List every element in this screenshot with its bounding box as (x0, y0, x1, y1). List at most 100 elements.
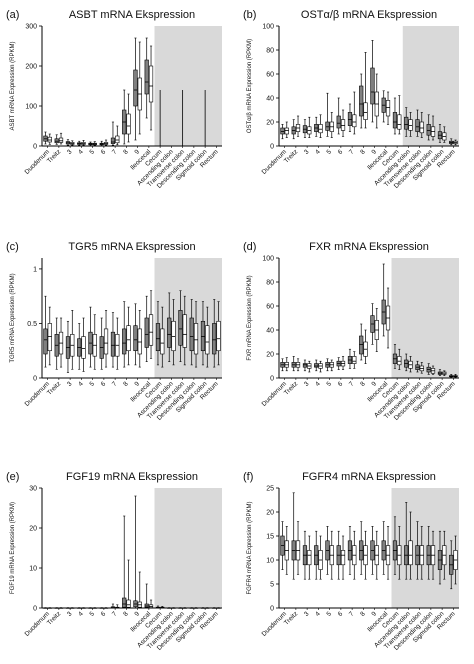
y-tick-label: 15 (266, 534, 274, 541)
box (314, 363, 319, 368)
box (359, 85, 364, 117)
box (352, 114, 357, 128)
panel-c: (c) TGR5 mRNA Ekspression TGR5 mRNA Expres… (6, 241, 222, 422)
x-tick-label: 3 (66, 148, 74, 156)
x-tick-label: 7 (111, 380, 119, 388)
box (392, 112, 398, 129)
panel-label: (c) (6, 241, 19, 253)
y-axis-label: FGFR4 mRNA Expression (RPKM) (247, 501, 253, 594)
x-tick-label: 8 (122, 610, 130, 618)
y-tick-label: 10 (266, 558, 274, 565)
box (363, 102, 368, 120)
x-tick-label: 3 (303, 148, 311, 156)
y-tick-label: 10 (29, 566, 37, 573)
y-tick-label: 0 (33, 144, 37, 151)
x-tick-label: Duodenum (24, 610, 51, 637)
box (126, 325, 131, 352)
box (155, 323, 161, 352)
panel-d: (d) FXR mRNA Ekspression FXR mRNA Expressi… (243, 241, 459, 422)
y-tick-label: 40 (266, 328, 274, 335)
panel-label: (d) (243, 241, 256, 253)
x-tick-label: 4 (314, 380, 322, 388)
box (47, 323, 52, 352)
box (340, 550, 346, 566)
x-tick-label: 9 (134, 610, 142, 618)
box (110, 331, 116, 357)
shaded-region (154, 488, 222, 608)
x-tick-label: Duodenum (24, 148, 51, 175)
x-tick-label: 8 (359, 610, 367, 618)
x-tick-label: 3 (66, 380, 74, 388)
y-tick-label: 20 (266, 120, 274, 127)
shaded-region (154, 26, 222, 146)
y-axis-label: FXR mRNA Expression (RPKM) (247, 275, 253, 360)
y-tick-label: 0 (270, 376, 274, 383)
box (133, 325, 138, 352)
box (148, 65, 154, 103)
y-tick-label: 20 (266, 352, 274, 359)
y-tick-label: 300 (25, 24, 37, 31)
x-tick-label: 4 (314, 148, 322, 156)
x-tick-label: Duodenum (24, 380, 51, 407)
panel-title: FGF19 mRNA Ekspression (66, 471, 198, 483)
x-tick-label: 6 (337, 610, 345, 618)
x-tick-label: 8 (122, 148, 130, 156)
x-tick-label: 5 (89, 380, 97, 388)
panel-title: ASBT mRNA Ekspression (69, 9, 195, 21)
y-tick-label: 80 (266, 48, 274, 55)
y-tick-label: 5 (270, 582, 274, 589)
y-tick-label: 80 (266, 280, 274, 287)
y-axis-label: FGF19 mRNA Expression (RPKM) (10, 502, 16, 594)
y-tick-label: 30 (29, 486, 37, 493)
shaded-region (391, 488, 459, 608)
y-tick-label: 100 (262, 24, 274, 31)
box (193, 323, 199, 355)
panel-title: OSTα/β mRNA Ekspression (301, 9, 437, 21)
y-tick-label: 40 (266, 96, 274, 103)
x-tick-label: 5 (326, 610, 334, 618)
box (397, 356, 402, 366)
box (408, 119, 413, 131)
x-tick-label: 9 (371, 380, 379, 388)
x-tick-label: 5 (326, 380, 334, 388)
y-tick-label: 0.5 (27, 321, 37, 328)
shaded-region (154, 258, 222, 378)
panel-label: (e) (6, 471, 19, 483)
box (284, 127, 289, 135)
y-axis-label: TGR5 mRNA Expression (RPKM) (10, 273, 16, 362)
box (115, 135, 120, 144)
x-tick-label: 5 (89, 610, 97, 618)
box (318, 124, 323, 134)
box (171, 320, 176, 352)
x-tick-label: 6 (337, 380, 345, 388)
x-tick-label: 7 (111, 610, 119, 618)
x-tick-label: 8 (122, 380, 130, 388)
x-tick-label: 5 (89, 148, 97, 156)
box (336, 115, 341, 129)
box (359, 335, 364, 355)
box (182, 314, 187, 348)
box (58, 137, 64, 143)
box (216, 320, 221, 352)
box (408, 540, 413, 566)
box (43, 328, 48, 355)
x-tick-label: 4 (77, 380, 85, 388)
box (126, 113, 131, 135)
box (340, 119, 346, 131)
x-tick-label: 8 (359, 148, 367, 156)
x-tick-label: 3 (66, 610, 74, 618)
panel-title: FXR mRNA Ekspression (309, 241, 429, 253)
y-tick-label: 0 (33, 606, 37, 613)
x-tick-label: 4 (77, 610, 85, 618)
y-tick-label: 0 (33, 376, 37, 383)
box (385, 100, 391, 117)
box (302, 363, 308, 368)
panel-f: (f) FGFR4 mRNA Ekspression FGFR4 mRNA Expr… (243, 471, 459, 652)
y-tick-label: 20 (29, 526, 37, 533)
x-tick-label: 7 (348, 380, 356, 388)
x-tick-label: Duodenum (261, 380, 288, 407)
x-tick-label: 3 (303, 610, 311, 618)
box (397, 114, 402, 130)
box (110, 137, 116, 144)
y-tick-label: 60 (266, 72, 274, 79)
